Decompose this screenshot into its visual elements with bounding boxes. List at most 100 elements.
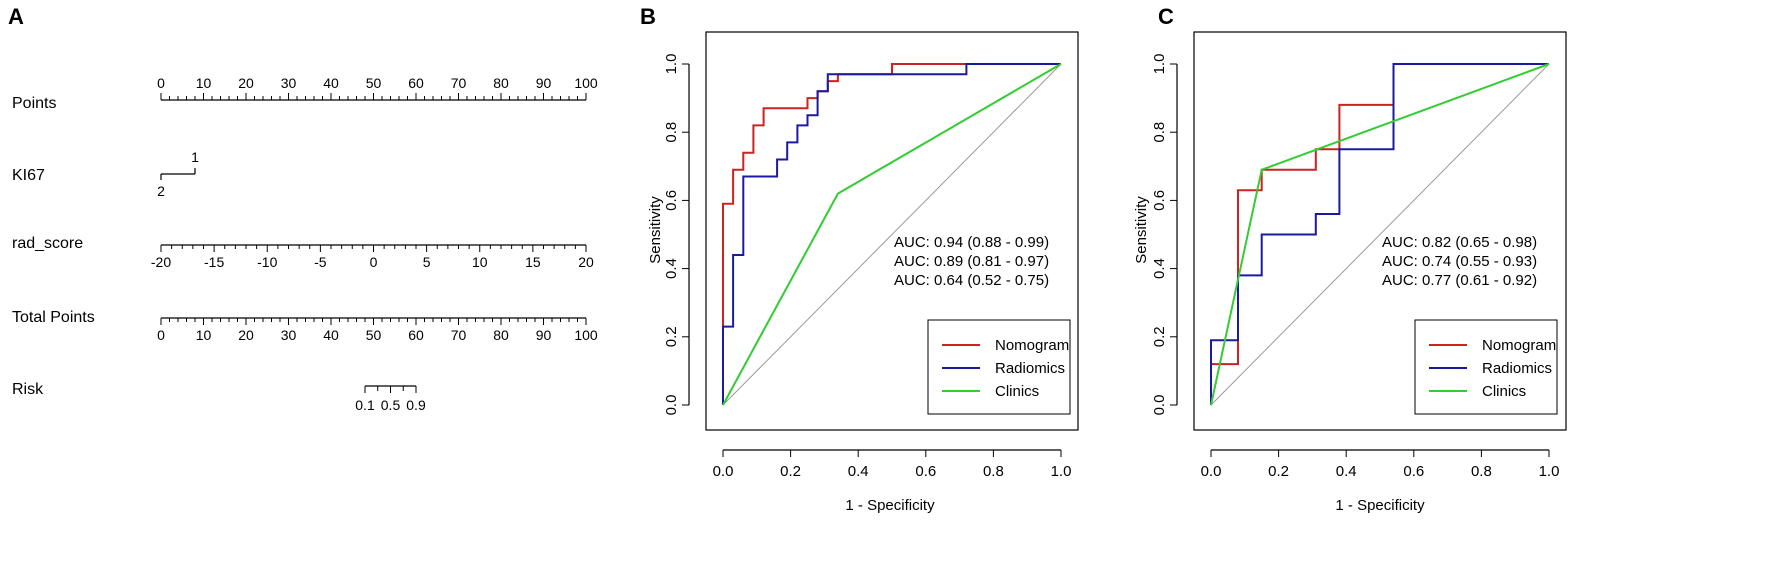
y-tick-label-c: 0.2 (1151, 326, 1168, 347)
legend-label-nomogram-c: Nomogram (1482, 337, 1556, 354)
total-points-tick-label: 60 (408, 327, 424, 343)
risk-tick-label: 0.5 (381, 397, 401, 413)
points-axis-tick-label: 30 (281, 75, 297, 91)
points-axis-tick-label: 60 (408, 75, 424, 91)
x-tick-label-b: 1.0 (1051, 463, 1072, 480)
total-points-tick-label: 50 (366, 327, 382, 343)
auc-label-nomogram-c: AUC: 0.82 (0.65 - 0.98) (1382, 234, 1537, 251)
rad-score-tick-label: -15 (204, 254, 224, 270)
rad-score-tick-label: 5 (423, 254, 431, 270)
x-tick-label-c: 0.0 (1201, 463, 1222, 480)
y-tick-label-b: 1.0 (663, 54, 680, 75)
total-points-tick-label: 40 (323, 327, 339, 343)
x-tick-label-c: 0.4 (1336, 463, 1357, 480)
nomogram-panel: Points 0 10 20 30 40 50 60 70 80 90 100 KI67 1 2 r… (12, 75, 598, 413)
total-points-row-label: Total Points (12, 309, 95, 326)
auc-label-radiomics-c: AUC: 0.74 (0.55 - 0.93) (1382, 253, 1537, 270)
points-axis-tick-label: 20 (238, 75, 254, 91)
total-points-tick-label: 30 (281, 327, 297, 343)
points-axis: 0 10 20 30 40 50 60 70 80 90 100 (157, 75, 598, 101)
roc-line-clinics-b (722, 63, 1062, 406)
rad-score-axis: -20 -15 -10 -5 0 5 10 15 20 (151, 244, 594, 270)
risk-row-label: Risk (12, 381, 44, 398)
legend-label-radiomics-b: Radiomics (995, 360, 1065, 377)
roc-line-clinics-c (1210, 63, 1550, 406)
y-tick-label-c: 0.0 (1151, 395, 1168, 416)
points-axis-tick-label: 80 (493, 75, 509, 91)
y-tick-label-c: 0.4 (1151, 258, 1168, 279)
total-points-tick-label: 10 (196, 327, 212, 343)
legend-c: Nomogram Radiomics Clinics (1414, 319, 1558, 415)
panel-letter-c: C (1158, 4, 1174, 29)
roc-line-radiomics-c (1210, 63, 1549, 405)
risk-tick-label: 0.1 (355, 397, 375, 413)
legend-label-nomogram-b: Nomogram (995, 337, 1069, 354)
rad-score-tick-label: -20 (151, 254, 171, 270)
points-axis-tick-label: 40 (323, 75, 339, 91)
plot-frame-c (1193, 31, 1567, 431)
auc-label-nomogram-b: AUC: 0.94 (0.88 - 0.99) (894, 234, 1049, 251)
points-axis-tick-label: 100 (574, 75, 598, 91)
total-points-axis: 0 10 20 30 40 50 60 70 80 90 100 (157, 317, 598, 343)
x-tick-label-c: 1.0 (1539, 463, 1560, 480)
total-points-tick-label: 100 (574, 327, 598, 343)
y-axis-title-b: Sensitivity (647, 196, 664, 264)
x-tick-label-b: 0.0 (713, 463, 734, 480)
x-tick-label-b: 0.2 (780, 463, 801, 480)
y-tick-label-b: 0.6 (663, 190, 680, 211)
points-axis-tick-label: 0 (157, 75, 165, 91)
total-points-tick-label: 70 (451, 327, 467, 343)
x-tick-label-b: 0.6 (915, 463, 936, 480)
legend-label-clinics-b: Clinics (995, 383, 1039, 400)
rad-score-tick-label: 0 (370, 254, 378, 270)
total-points-tick-label: 90 (536, 327, 552, 343)
plot-frame-b (705, 31, 1079, 431)
auc-label-radiomics-b: AUC: 0.89 (0.81 - 0.97) (894, 253, 1049, 270)
y-tick-label-b: 0.4 (663, 258, 680, 279)
legend-label-clinics-c: Clinics (1482, 383, 1526, 400)
x-tick-label-c: 0.6 (1403, 463, 1424, 480)
x-tick-label-c: 0.2 (1268, 463, 1289, 480)
y-tick-label-c: 1.0 (1151, 54, 1168, 75)
points-axis-tick-label: 70 (451, 75, 467, 91)
x-axis-title-b: 1 - Specificity (845, 497, 935, 514)
y-axis-title-c: Sensitivity (1133, 196, 1150, 264)
x-tick-label-c: 0.8 (1471, 463, 1492, 480)
rad-score-tick-label: 10 (472, 254, 488, 270)
auc-label-clinics-c: AUC: 0.77 (0.61 - 0.92) (1382, 272, 1537, 289)
auc-label-clinics-b: AUC: 0.64 (0.52 - 0.75) (894, 272, 1049, 289)
y-tick-label-c: 0.8 (1151, 122, 1168, 143)
total-points-tick-label: 80 (493, 327, 509, 343)
risk-tick-label: 0.9 (406, 397, 426, 413)
ki67-level-high: 1 (191, 149, 199, 165)
roc-chart-b: 0.0 0.2 0.4 0.6 0.8 1.0 0.0 0.2 0.4 0.6 0.8 1.0 1 -… (647, 31, 1079, 514)
reference-diagonal-c (1210, 63, 1550, 406)
panel-letter-b: B (640, 4, 656, 29)
ki67-scale: 1 2 (157, 149, 199, 199)
legend-box-b (927, 319, 1071, 415)
rad-score-tick-label: -5 (314, 254, 327, 270)
rad-score-tick-label: 20 (578, 254, 594, 270)
rad-score-row-label: rad_score (12, 235, 83, 252)
points-row-label: Points (12, 95, 56, 112)
rad-score-tick-label: 15 (525, 254, 541, 270)
legend-label-radiomics-c: Radiomics (1482, 360, 1552, 377)
ki67-level-low: 2 (157, 183, 165, 199)
y-tick-label-c: 0.6 (1151, 190, 1168, 211)
panel-letter-a: A (8, 4, 24, 29)
rad-score-tick-label: -10 (257, 254, 277, 270)
x-axis-title-c: 1 - Specificity (1335, 497, 1425, 514)
y-tick-label-b: 0.8 (663, 122, 680, 143)
reference-diagonal-b (722, 63, 1062, 406)
x-tick-label-b: 0.4 (848, 463, 869, 480)
roc-chart-c: 0.0 0.2 0.4 0.6 0.8 1.0 0.0 0.2 0.4 0.6 0.8 1.0 1 -… (1133, 31, 1567, 514)
total-points-tick-label: 20 (238, 327, 254, 343)
ki67-row-label: KI67 (12, 167, 45, 184)
y-tick-label-b: 0.2 (663, 326, 680, 347)
x-tick-label-b: 0.8 (983, 463, 1004, 480)
y-tick-label-b: 0.0 (663, 395, 680, 416)
roc-line-radiomics-b (722, 63, 1061, 405)
points-axis-tick-label: 90 (536, 75, 552, 91)
points-axis-tick-label: 10 (196, 75, 212, 91)
